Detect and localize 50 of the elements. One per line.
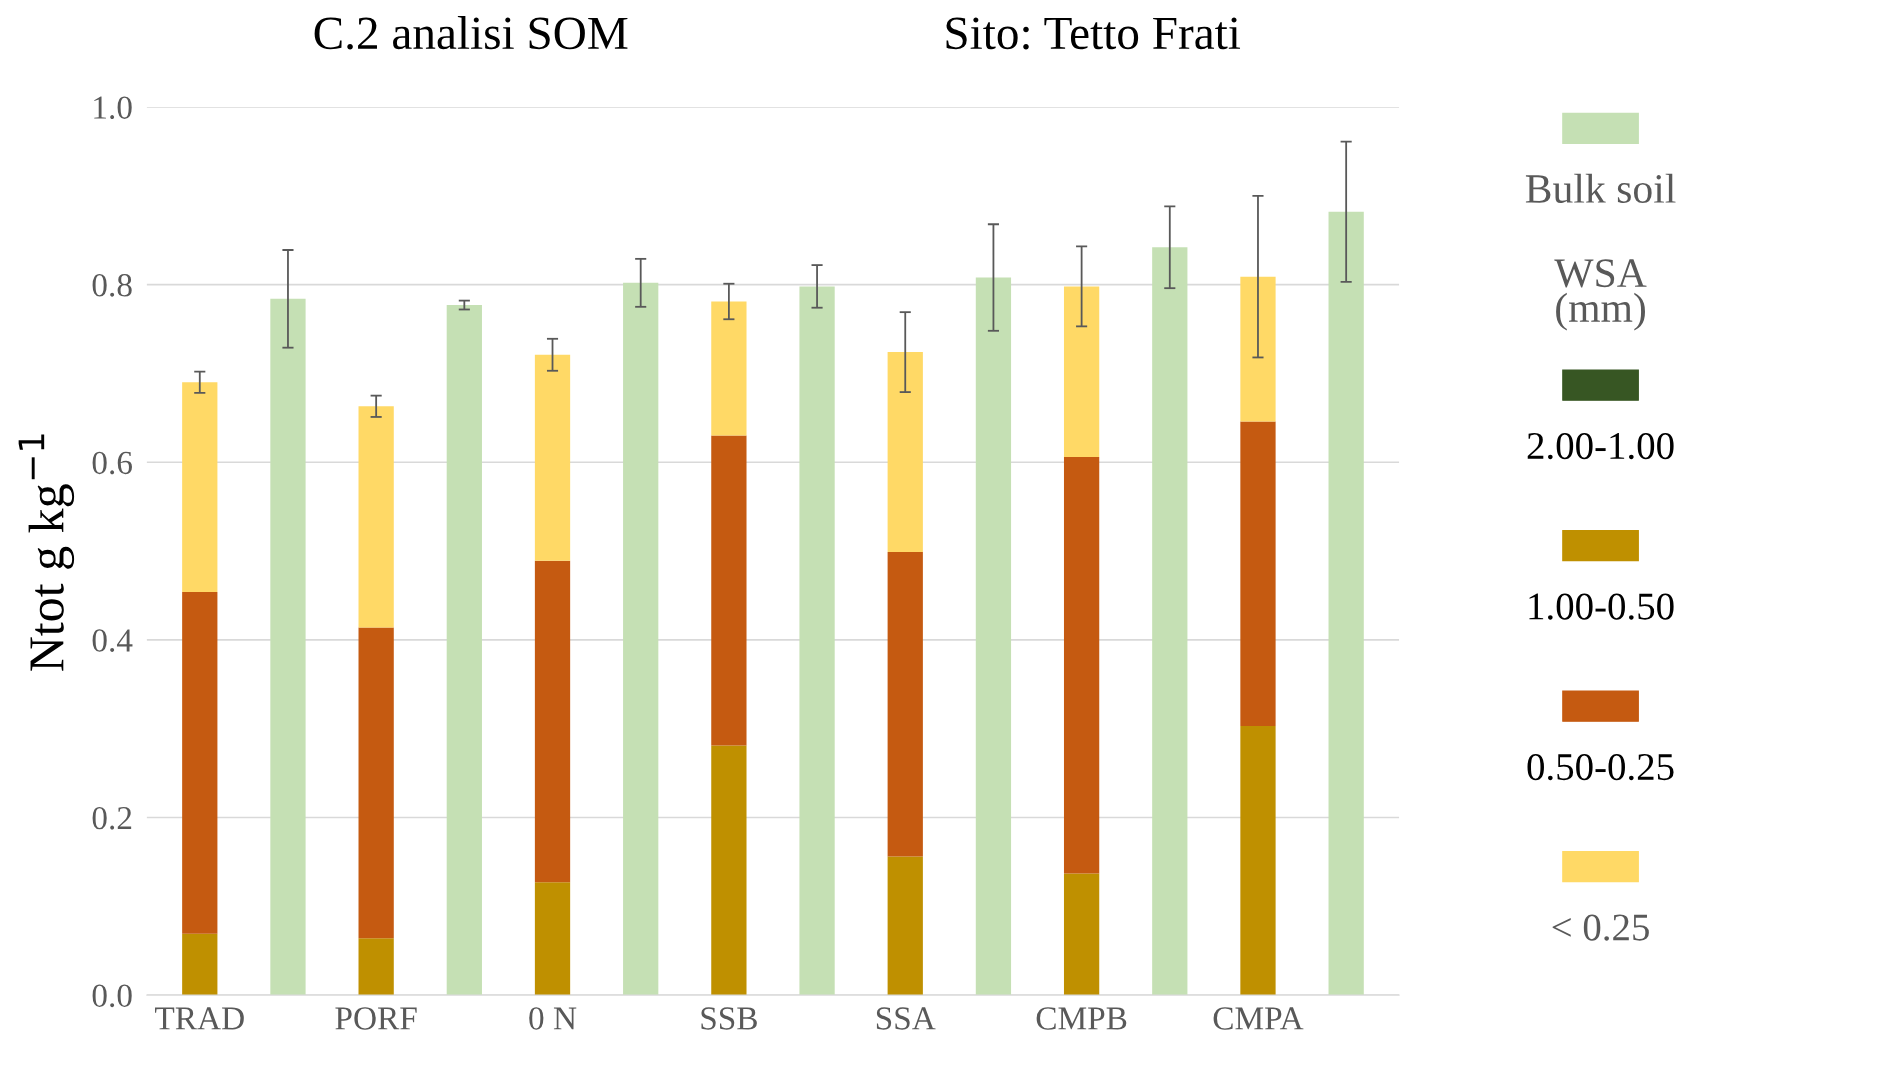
bar xyxy=(358,627,394,939)
x-tick-label: CMPB xyxy=(1036,1007,1127,1030)
bar xyxy=(1240,726,1276,996)
bar xyxy=(887,352,923,552)
bar xyxy=(711,435,747,746)
legend-title: WSA (mm) xyxy=(1554,259,1647,331)
x-tick-label: PORF xyxy=(335,1007,417,1030)
bar xyxy=(1063,456,1100,874)
bar xyxy=(1328,211,1364,996)
bar xyxy=(534,560,571,883)
bar xyxy=(182,933,218,996)
bar xyxy=(270,298,306,996)
y-tick-label: 0.2 xyxy=(92,806,132,830)
chart-subtitle: Sito: Tetto Frati xyxy=(946,17,1241,50)
x-tick-label: CMPA xyxy=(1213,1007,1304,1030)
legend-label: 2.00-1.00 xyxy=(1527,432,1674,460)
y-tick-label: 0.6 xyxy=(92,451,132,475)
bar xyxy=(182,591,218,934)
chart-title: C.2 analisi SOM xyxy=(314,16,628,50)
y-tick-label: 0.4 xyxy=(92,629,133,652)
legend-label: 0.50-0.25 xyxy=(1527,753,1674,781)
legend-label: 1.00-0.50 xyxy=(1529,593,1674,620)
y-tick-label: 0.0 xyxy=(92,984,132,1008)
bar xyxy=(711,745,747,996)
x-tick-label: TRAD xyxy=(155,1007,244,1030)
bar xyxy=(711,301,747,436)
bar xyxy=(534,354,571,561)
bar xyxy=(887,856,923,996)
bar xyxy=(1063,873,1100,996)
x-tick-label: SSB xyxy=(701,1007,757,1030)
bar xyxy=(446,305,482,996)
x-tick-label: SSA xyxy=(876,1007,936,1030)
y-axis-title: Ntot g kg$^{−1}$ xyxy=(18,434,75,671)
bar xyxy=(1152,247,1188,996)
bar xyxy=(1240,421,1276,727)
legend-label: Bulk soil xyxy=(1525,173,1676,204)
x-tick-label: 0 N xyxy=(529,1007,577,1030)
bar xyxy=(799,286,835,996)
y-tick-label: 1.0 xyxy=(94,96,132,120)
legend-label: < 0.25 xyxy=(1552,914,1649,941)
y-tick-label: 0.8 xyxy=(92,274,132,297)
bar xyxy=(358,938,394,996)
bar xyxy=(1240,276,1276,422)
bar xyxy=(182,382,218,592)
bar xyxy=(623,282,659,996)
bar xyxy=(975,277,1012,996)
bar xyxy=(534,882,571,996)
bar xyxy=(358,406,394,628)
bar xyxy=(1063,286,1100,457)
bar xyxy=(887,551,923,857)
